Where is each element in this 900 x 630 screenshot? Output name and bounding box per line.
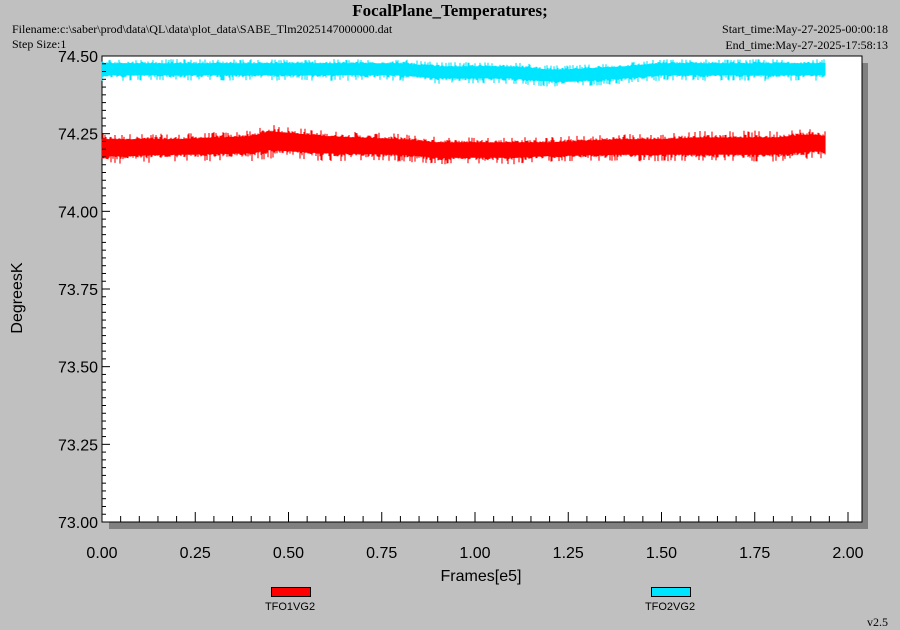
series-layer <box>101 59 826 165</box>
x-tick-label-4: 1.00 <box>459 545 490 562</box>
y-tick-label-5: 73.25 <box>58 437 98 454</box>
version-label: v2.5 <box>867 615 888 629</box>
y-axis-label: DegreesK <box>9 262 26 333</box>
plot-area <box>101 55 863 523</box>
y-tick-label-2: 74.00 <box>58 204 98 221</box>
x-tick-label-7: 1.75 <box>739 545 770 562</box>
y-tick-label-0: 74.50 <box>58 49 98 66</box>
x-axis-label: Frames[e5] <box>441 568 522 585</box>
x-tick-label-1: 0.25 <box>180 545 211 562</box>
y-tick-label-3: 73.75 <box>58 282 98 299</box>
legend-label-tfo1vg2: TFO1VG2 <box>264 601 316 613</box>
x-tick-label-6: 1.50 <box>646 545 677 562</box>
x-tick-label-8: 2.00 <box>832 545 863 562</box>
legend-swatch-tfo2vg2 <box>651 587 691 597</box>
filename-label: Filename:c:\saber\prod\data\QL\data\plot… <box>12 22 393 36</box>
step-size-label: Step Size:1 <box>12 37 67 51</box>
legend-label-tfo2vg2: TFO2VG2 <box>644 601 696 613</box>
end-time-label: End_time:May-27-2025-17:58:13 <box>725 38 888 52</box>
start-time-label: Start_time:May-27-2025-00:00:18 <box>722 22 888 36</box>
x-tick-label-0: 0.00 <box>86 545 117 562</box>
x-tick-label-2: 0.50 <box>273 545 304 562</box>
x-tick-label-5: 1.25 <box>553 545 584 562</box>
label-layer: 74.50 74.25 74.00 73.75 73.50 73.25 73.00 0.00 0… <box>9 49 864 585</box>
x-tick-label-3: 0.75 <box>366 545 397 562</box>
y-tick-label-1: 74.25 <box>58 127 98 144</box>
y-tick-label-4: 73.50 <box>58 360 98 377</box>
legend-swatch-tfo1vg2 <box>271 587 311 597</box>
chart-title: FocalPlane_Temperatures; <box>352 1 548 20</box>
y-tick-label-6: 73.00 <box>58 515 98 532</box>
tick-layer <box>101 55 849 523</box>
